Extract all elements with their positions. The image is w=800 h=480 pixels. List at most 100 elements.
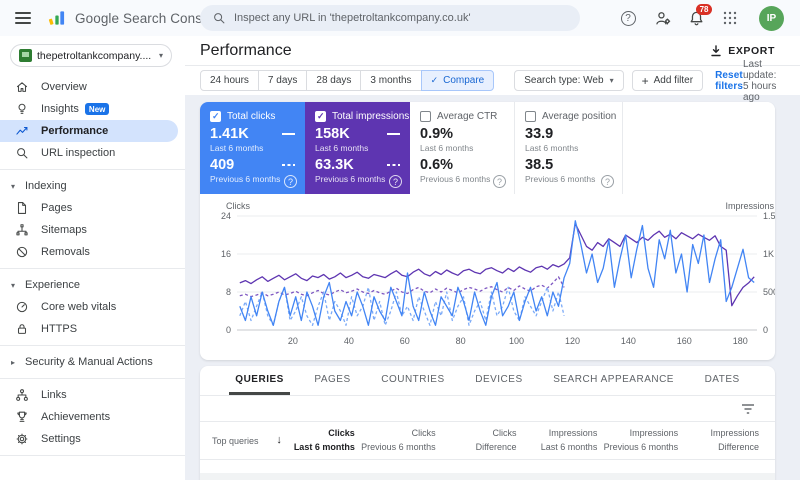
app-title: Google Search Console	[75, 10, 221, 26]
svg-text:1K: 1K	[763, 249, 774, 259]
sitemap-tree-icon	[15, 223, 29, 237]
sidebar-section-indexing[interactable]: ▾ Indexing	[11, 180, 67, 192]
help-icon	[620, 10, 636, 26]
magnifier-icon	[15, 146, 29, 160]
sidebar-item-pages[interactable]: Pages	[0, 197, 185, 219]
help-icon[interactable]	[601, 175, 614, 188]
sidebar-item-settings[interactable]: Settings	[0, 428, 185, 450]
svg-text:40: 40	[344, 336, 354, 346]
tab-queries[interactable]: QUERIES	[229, 366, 290, 395]
avatar[interactable]: IP	[759, 5, 784, 31]
filter-7-days[interactable]: 7 days	[257, 70, 308, 91]
metric-card-total-clicks[interactable]: Total clicks 1.41K Last 6 months 409 Pre…	[200, 102, 305, 194]
filter-compare[interactable]: Compare	[420, 70, 495, 91]
svg-text:0: 0	[763, 325, 768, 335]
chart-block: 0 0 8 500 16 1K 24 1.5K 20 40 60 80 100 120 140 160 180 C…	[200, 194, 775, 360]
tab-devices[interactable]: DEVICES	[475, 373, 523, 385]
sidebar-item-sitemaps[interactable]: Sitemaps	[0, 219, 185, 241]
sidebar-section-security[interactable]: ▸ Security & Manual Actions	[11, 356, 153, 368]
trophy-icon	[15, 410, 29, 424]
checkbox-icon[interactable]	[420, 111, 431, 122]
sidebar-item-achievements[interactable]: Achievements	[0, 406, 185, 428]
svg-text:8: 8	[226, 287, 231, 297]
divider	[0, 345, 185, 346]
sidebar-item-removals[interactable]: Removals	[0, 241, 185, 263]
search-type-dropdown[interactable]: Search type: Web ▾	[514, 70, 624, 91]
help-icon[interactable]	[389, 175, 402, 188]
filter-28-days[interactable]: 28 days	[306, 70, 362, 91]
download-icon	[711, 44, 721, 56]
reset-filters-link[interactable]: Reset filters	[715, 69, 743, 92]
chevron-down-icon: ▾	[609, 76, 614, 85]
document-icon	[15, 201, 29, 215]
sidebar-item-core-web-vitals[interactable]: Core web vitals	[0, 296, 185, 318]
divider	[0, 268, 185, 269]
chevron-right-icon: ▸	[11, 357, 16, 367]
metric-card-total-impressions[interactable]: Total impressions 158K Last 6 months 63.…	[305, 102, 410, 194]
column-header-impressions-previous[interactable]: Impressions Previous 6 months	[603, 428, 679, 452]
property-favicon	[19, 49, 32, 62]
plus-icon	[642, 74, 654, 88]
add-filter-button[interactable]: Add filter	[631, 70, 704, 91]
help-icon[interactable]	[284, 175, 297, 188]
apps-grid-icon	[723, 11, 737, 25]
svg-text:0: 0	[226, 325, 231, 335]
page-title: Performance	[200, 41, 292, 59]
notifications-button[interactable]: 78	[687, 4, 712, 27]
svg-text:16: 16	[221, 249, 231, 259]
url-inspection-searchbar[interactable]	[200, 5, 580, 31]
export-button[interactable]: EXPORT	[710, 45, 775, 57]
block-icon	[15, 245, 29, 259]
tab-countries[interactable]: COUNTRIES	[381, 373, 445, 385]
svg-text:160: 160	[677, 336, 692, 346]
column-header-clicks-previous[interactable]: Clicks Previous 6 months	[361, 428, 436, 452]
checkbox-icon[interactable]	[315, 111, 326, 122]
table-row	[200, 473, 775, 480]
checkbox-icon[interactable]	[210, 111, 221, 122]
menu-icon[interactable]	[15, 9, 31, 27]
tab-search-appearance[interactable]: SEARCH APPEARANCE	[553, 373, 674, 385]
home-icon	[15, 80, 29, 94]
metric-card-average-position[interactable]: Average position 33.9 Last 6 months 38.5…	[515, 102, 623, 194]
svg-text:120: 120	[565, 336, 580, 346]
svg-text:Impressions: Impressions	[725, 202, 774, 211]
tab-dates[interactable]: DATES	[704, 373, 740, 385]
chevron-down-icon: ▾	[11, 280, 16, 290]
tab-pages[interactable]: PAGES	[314, 373, 351, 385]
filter-24-hours[interactable]: 24 hours	[200, 70, 259, 91]
sidebar-item-https[interactable]: HTTPS	[0, 318, 185, 340]
column-header-clicks-difference[interactable]: Clicks Difference	[475, 428, 517, 452]
search-input[interactable]	[234, 12, 564, 24]
user-settings-button[interactable]	[653, 9, 671, 27]
date-range-filter-group: 24 hours 7 days 28 days 3 months Compare	[200, 70, 495, 91]
last-update-text: Last update: 5 hours ago	[742, 58, 777, 103]
svg-text:180: 180	[733, 336, 748, 346]
property-name: thepetroltankcompany....	[37, 49, 152, 62]
help-button[interactable]	[619, 9, 637, 27]
apps-grid-button[interactable]	[721, 9, 739, 27]
sidebar-item-links[interactable]: Links	[0, 384, 185, 406]
sidebar-item-performance[interactable]: Performance	[0, 120, 178, 142]
svg-text:60: 60	[400, 336, 410, 346]
sidebar-item-overview[interactable]: Overview	[0, 76, 185, 98]
metric-card-average-ctr[interactable]: Average CTR 0.9% Last 6 months 0.6% Prev…	[410, 102, 515, 194]
sidebar-item-insights[interactable]: Insights New	[0, 98, 185, 120]
performance-chart[interactable]: 0 0 8 500 16 1K 24 1.5K 20 40 60 80 100 120 140 160 180 C…	[200, 202, 775, 352]
table-filter-icon[interactable]	[741, 403, 755, 415]
divider	[0, 455, 185, 456]
column-header-impressions-last[interactable]: Impressions Last 6 months	[540, 428, 598, 452]
checkbox-icon[interactable]	[525, 111, 536, 122]
filter-3-months[interactable]: 3 months	[360, 70, 422, 91]
search-icon	[214, 13, 225, 24]
help-icon[interactable]	[493, 175, 506, 188]
column-header-impressions-difference[interactable]: Impressions Difference	[710, 428, 759, 452]
sidebar-item-url-inspection[interactable]: URL inspection	[0, 142, 185, 164]
sidebar-section-experience[interactable]: ▾ Experience	[11, 279, 81, 291]
column-header-top-queries[interactable]: Top queries	[212, 435, 259, 446]
svg-text:Clicks: Clicks	[226, 202, 250, 211]
svg-text:80: 80	[456, 336, 466, 346]
property-selector[interactable]: thepetroltankcompany.... ▾	[10, 44, 172, 67]
gauge-icon	[15, 300, 29, 314]
